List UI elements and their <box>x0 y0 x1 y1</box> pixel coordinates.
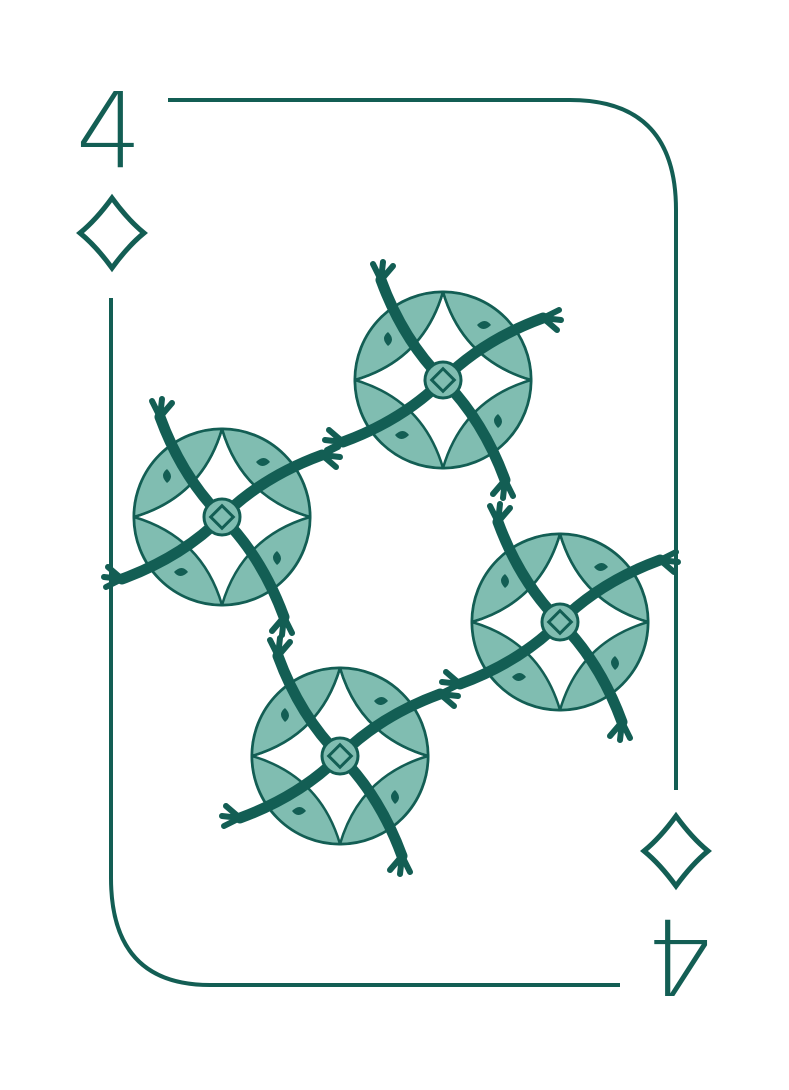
rosette-pip-top <box>325 262 561 498</box>
rosette-pip-right <box>442 504 678 740</box>
rosette-pip-left <box>104 399 340 635</box>
rosette-pip-bottom <box>222 638 458 874</box>
diamond-icon <box>76 193 148 273</box>
card-frame <box>168 98 678 790</box>
rank-bottom-right: 4 <box>646 895 712 1017</box>
card-frame-bottom <box>109 298 620 987</box>
rank-top-left: 4 <box>76 70 142 192</box>
diamond-icon-bottom <box>640 811 712 891</box>
